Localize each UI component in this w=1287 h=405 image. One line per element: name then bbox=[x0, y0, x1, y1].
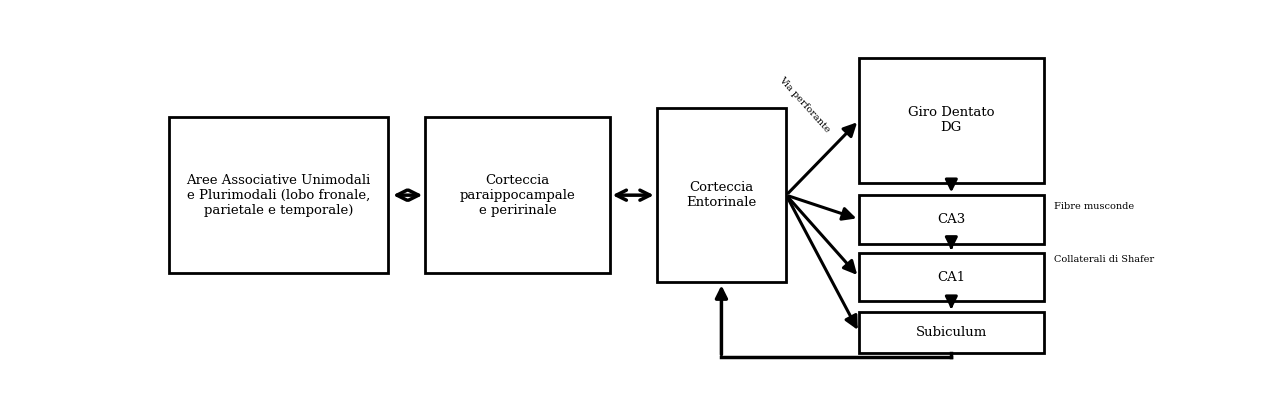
Text: CA3: CA3 bbox=[937, 213, 965, 226]
FancyBboxPatch shape bbox=[425, 117, 610, 273]
Text: Collaterali di Shafer: Collaterali di Shafer bbox=[1054, 255, 1153, 264]
FancyBboxPatch shape bbox=[169, 117, 389, 273]
FancyBboxPatch shape bbox=[858, 58, 1044, 183]
FancyBboxPatch shape bbox=[656, 108, 786, 283]
FancyBboxPatch shape bbox=[858, 312, 1044, 353]
Text: Fibre musconde: Fibre musconde bbox=[1054, 202, 1134, 211]
Text: Corteccia
paraippocampale
e peririnale: Corteccia paraippocampale e peririnale bbox=[459, 174, 575, 217]
Text: Aree Associative Unimodali
e Plurimodali (lobo fronale,
parietale e temporale): Aree Associative Unimodali e Plurimodali… bbox=[187, 174, 371, 217]
Text: Via perforante: Via perforante bbox=[777, 75, 831, 134]
Text: Corteccia
Entorinale: Corteccia Entorinale bbox=[686, 181, 757, 209]
FancyBboxPatch shape bbox=[858, 253, 1044, 301]
Text: CA1: CA1 bbox=[937, 271, 965, 284]
FancyBboxPatch shape bbox=[858, 195, 1044, 243]
Text: Subiculum: Subiculum bbox=[916, 326, 987, 339]
Text: Giro Dentato
DG: Giro Dentato DG bbox=[909, 107, 995, 134]
